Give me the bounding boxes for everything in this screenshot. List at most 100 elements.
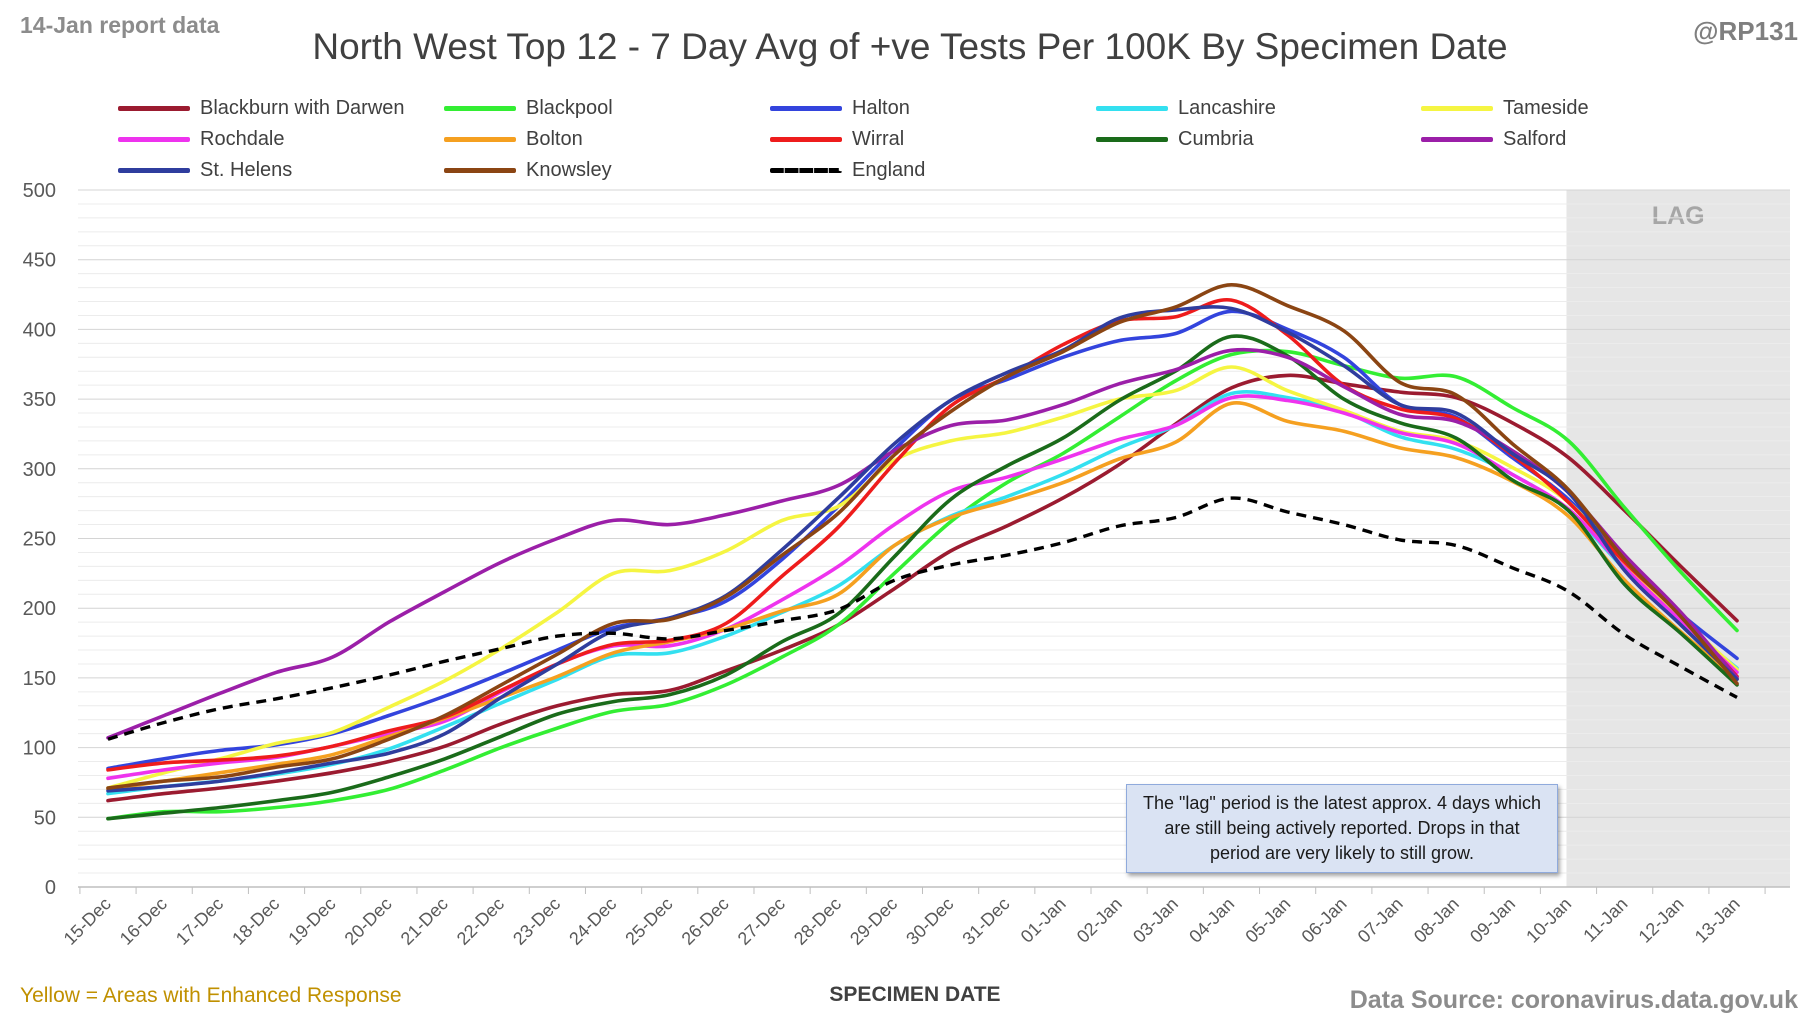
series-line-rochdale — [106, 394, 1739, 781]
legend-swatch — [118, 136, 190, 142]
series-line-england — [107, 496, 1738, 741]
legend-label: England — [852, 158, 926, 181]
legend-label: Lancashire — [1178, 96, 1276, 119]
y-tick-label: 450 — [23, 250, 56, 272]
x-tick-label: 10-Jan — [1522, 894, 1575, 947]
legend-item-knowsley: Knowsley — [444, 157, 612, 183]
x-tick-label: 26-Dec — [678, 894, 733, 949]
legend-swatch — [444, 105, 516, 111]
x-tick-label: 04-Jan — [1185, 894, 1238, 947]
x-tick-label: 19-Dec — [284, 894, 339, 949]
y-tick-label: 200 — [23, 598, 56, 620]
x-tick-label: 06-Jan — [1298, 894, 1351, 947]
data-source-label: Data Source: coronavirus.data.gov.uk — [1349, 986, 1798, 1014]
legend-label: St. Helens — [200, 158, 293, 181]
legend-swatch — [1421, 105, 1493, 111]
legend-item-salford: Salford — [1421, 126, 1566, 152]
legend-item-halton: Halton — [770, 95, 910, 121]
enhanced-response-footnote: Yellow = Areas with Enhanced Response — [20, 984, 402, 1007]
x-tick-label: 16-Dec — [116, 894, 171, 949]
legend-label: Cumbria — [1178, 127, 1254, 150]
author-handle: @RP131 — [1693, 16, 1798, 46]
legend-swatch — [770, 136, 842, 142]
x-tick-label: 27-Dec — [734, 894, 789, 949]
series-line-st-helens — [106, 305, 1739, 793]
series-line-blackburn-with-darwen — [106, 373, 1739, 803]
y-tick-label: 500 — [23, 180, 56, 202]
legend-item-tameside: Tameside — [1421, 95, 1589, 121]
legend-item-wirral: Wirral — [770, 126, 904, 152]
series-line-tameside — [106, 365, 1739, 790]
legend-label: Blackpool — [526, 96, 613, 119]
legend-label: Tameside — [1503, 96, 1589, 119]
legend-swatch — [770, 105, 842, 111]
x-tick-label: 22-Dec — [453, 894, 508, 949]
legend-swatch — [118, 167, 190, 173]
legend-swatch — [770, 167, 842, 173]
x-tick-label: 23-Dec — [509, 894, 564, 949]
x-tick-label: 11-Jan — [1579, 894, 1631, 946]
report-date-label: 14-Jan report data — [20, 12, 220, 38]
lag-label: LAG — [1652, 202, 1705, 230]
legend-label: Rochdale — [200, 127, 285, 150]
x-tick-label: 12-Jan — [1635, 894, 1688, 947]
legend-swatch — [1096, 105, 1168, 111]
x-tick-label: 25-Dec — [621, 894, 676, 949]
y-tick-label: 100 — [23, 738, 56, 760]
series-line-salford — [106, 347, 1739, 740]
legend-item-blackpool: Blackpool — [444, 95, 613, 121]
x-tick-label: 30-Dec — [902, 894, 957, 949]
y-tick-label: 300 — [23, 459, 56, 481]
series-line-knowsley — [106, 282, 1739, 790]
series-line-wirral — [106, 298, 1739, 772]
legend-swatch — [1096, 136, 1168, 142]
legend-label: Wirral — [852, 127, 905, 150]
x-tick-label: 05-Jan — [1241, 894, 1294, 947]
x-tick-label: 15-Dec — [60, 894, 115, 949]
legend-swatch — [118, 105, 190, 111]
legend-label: Salford — [1503, 127, 1567, 150]
y-tick-label: 350 — [23, 389, 56, 411]
x-tick-label: 24-Dec — [565, 894, 620, 949]
series-line-blackpool — [106, 348, 1739, 821]
legend-label: Knowsley — [526, 158, 612, 181]
series-line-halton — [106, 309, 1739, 771]
x-tick-label: 28-Dec — [790, 894, 845, 949]
lag-note-callout: The "lag" period is the latest approx. 4… — [1126, 784, 1558, 873]
y-tick-label: 250 — [23, 529, 56, 551]
x-tick-label: 20-Dec — [341, 894, 396, 949]
x-tick-label: 13-Jan — [1691, 894, 1744, 947]
x-tick-label: 31-Dec — [958, 894, 1013, 949]
legend-item-st-helens: St. Helens — [118, 157, 292, 183]
y-tick-label: 400 — [23, 319, 56, 341]
legend-item-cumbria: Cumbria — [1096, 126, 1254, 152]
x-axis-title: SPECIMEN DATE — [829, 983, 1001, 1006]
series-line-bolton — [106, 401, 1739, 792]
legend-item-blackburn-with-darwen: Blackburn with Darwen — [118, 95, 405, 121]
x-tick-label: 07-Jan — [1354, 894, 1407, 947]
legend-item-rochdale: Rochdale — [118, 126, 285, 152]
x-tick-label: 18-Dec — [228, 894, 283, 949]
y-tick-label: 50 — [34, 807, 56, 829]
x-tick-label: 17-Dec — [172, 894, 227, 949]
x-tick-label: 21-Dec — [397, 894, 452, 949]
legend-swatch — [1421, 136, 1493, 142]
legend-item-lancashire: Lancashire — [1096, 95, 1276, 121]
x-tick-label: 09-Jan — [1466, 894, 1519, 947]
y-tick-label: 150 — [23, 668, 56, 690]
legend-item-england: England — [770, 157, 925, 183]
x-tick-label: 02-Jan — [1073, 894, 1126, 947]
x-tick-label: 29-Dec — [846, 894, 901, 949]
legend-label: Halton — [852, 96, 910, 119]
chart-title: North West Top 12 - 7 Day Avg of +ve Tes… — [312, 26, 1508, 67]
x-tick-label: 01-Jan — [1017, 894, 1070, 947]
series-line-cumbria — [106, 334, 1739, 821]
legend-swatch — [444, 167, 516, 173]
legend-item-bolton: Bolton — [444, 126, 583, 152]
x-tick-label: 08-Jan — [1410, 894, 1463, 947]
x-tick-label: 03-Jan — [1129, 894, 1182, 947]
legend-swatch — [444, 136, 516, 142]
legend-label: Bolton — [526, 127, 583, 150]
legend-label: Blackburn with Darwen — [200, 96, 405, 119]
